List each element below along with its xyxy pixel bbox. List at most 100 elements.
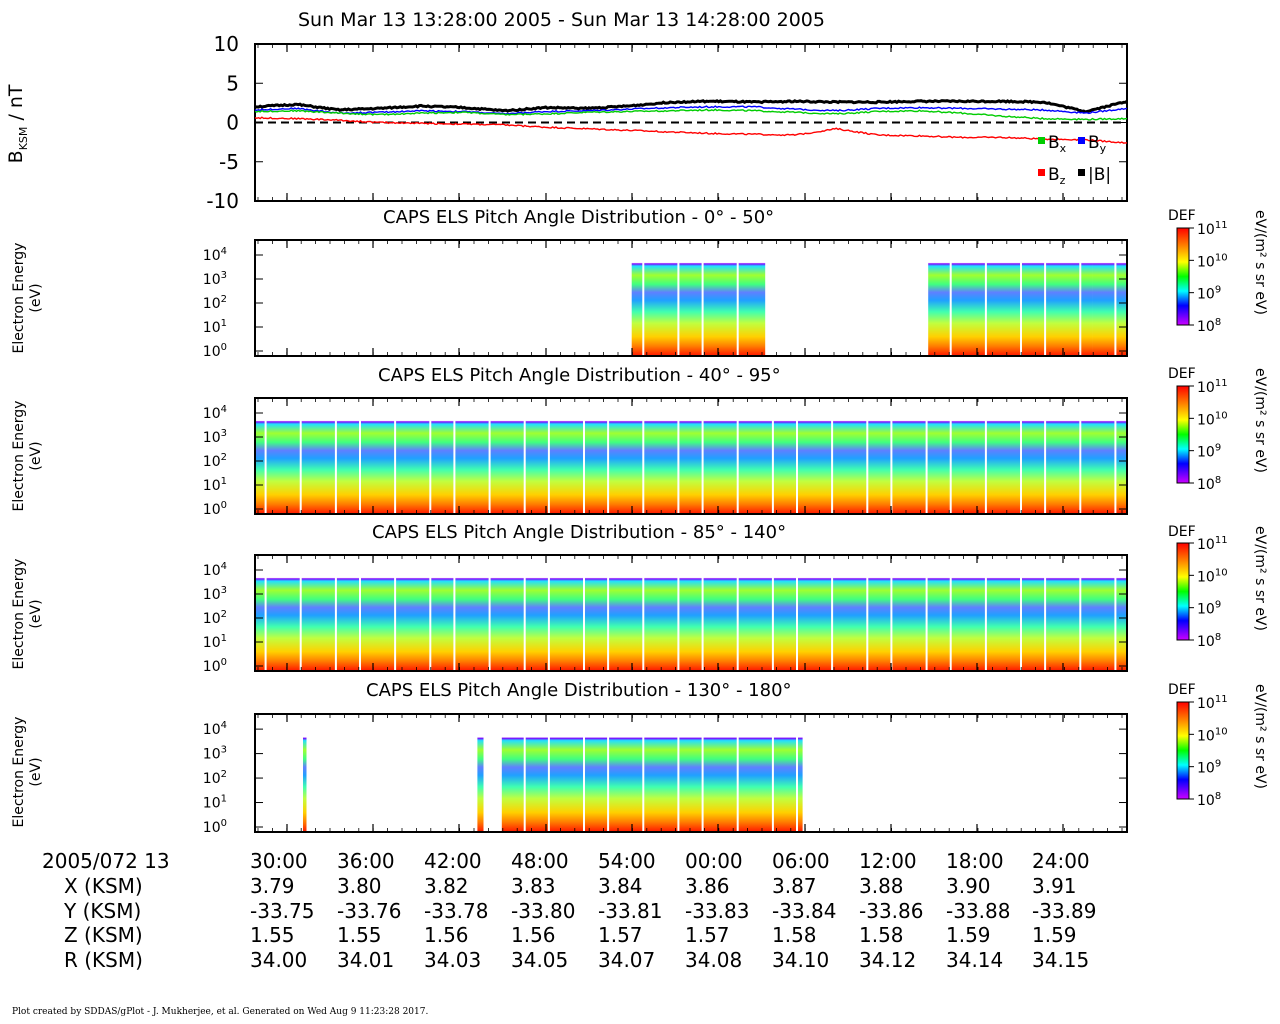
bfield-ytick-label: 10 [214,32,239,56]
legend-swatch-by [1078,137,1085,144]
bfield-series-magbmag [254,99,1128,114]
orbit-value: 3.83 [511,874,556,898]
spectrogram-frame-2 [254,397,1128,515]
energy-ytick-label: 102 [203,294,227,312]
orbit-time-label: 54:00 [598,849,656,873]
colorbar-tick-label: 1010 [1197,567,1228,585]
orbit-time-label: 12:00 [859,849,917,873]
orbit-time-label: 00:00 [685,849,743,873]
spectrogram-data-block [751,241,766,355]
colorbar-tick-label: 108 [1197,317,1221,335]
energy-ytick-label: 102 [203,452,227,470]
energy-ytick-label: 101 [203,476,227,494]
panel-title-130-180: CAPS ELS Pitch Angle Distribution - 130°… [366,680,792,701]
orbit-value: 1.56 [424,923,469,947]
energy-ytick-label: 103 [203,585,227,603]
colorbar-unit-4: eV/(m² s sr eV) [1252,684,1268,789]
energy-ytick-label: 104 [203,404,227,422]
orbit-value: 1.57 [685,923,730,947]
colorbar-unit-1: eV/(m² s sr eV) [1252,210,1268,315]
energy-ytick-label: 103 [203,745,227,763]
orbit-date-label: 2005/072 13 [42,849,170,873]
orbit-value: 34.15 [1032,947,1090,972]
orbit-time-label: 48:00 [511,849,569,873]
orbit-time-label: 30:00 [250,849,308,873]
orbit-value: -33.84 [772,898,837,923]
energy-ytick-label: 102 [203,609,227,627]
energy-ytick-label: 103 [203,428,227,446]
colorbar-tick-label: 1011 [1197,694,1228,712]
orbit-row-label: Y (KSM) [64,898,142,923]
orbit-row-label: Z (KSM) [64,923,143,947]
colorbar-tick-label: 1010 [1197,252,1228,270]
legend-label-magbmag: |B| [1088,165,1111,185]
orbit-value: 3.80 [337,874,382,898]
orbit-value: 34.10 [772,947,830,972]
orbit-value: 3.84 [598,874,643,898]
orbit-value: 34.03 [424,947,482,972]
orbit-value: 1.56 [511,923,556,947]
energy-ytick-label: 101 [203,318,227,336]
orbit-value: -33.88 [946,898,1011,923]
colorbar-tick-label: 1011 [1197,535,1228,553]
plot-canvas: 10 5 0 -5 -10 Bx By Bz |B| 104 103 102 101 100 1011 101… [203,32,1228,836]
bfield-ytick-label: -10 [206,189,239,213]
plot-title: Sun Mar 13 13:28:00 2005 - Sun Mar 13 14… [298,9,825,31]
panel-title-40-95: CAPS ELS Pitch Angle Distribution - 40° … [378,365,781,386]
colorbar-tick-label: 109 [1197,759,1221,777]
orbit-value: -33.89 [1032,898,1097,923]
energy-ytick-label: 100 [203,818,227,836]
colorbar-title-3: DEF [1168,524,1196,540]
colorbar-tick-label: 109 [1197,285,1221,303]
orbit-value: 34.05 [511,947,569,972]
orbit-value: 1.57 [598,923,643,947]
orbit-value: 34.08 [685,947,743,972]
orbit-value: 1.59 [946,923,991,947]
colorbar-title-4: DEF [1168,682,1196,698]
bfield-ytick-label: 5 [226,71,239,95]
colorbar-tick-label: 1011 [1197,378,1228,396]
orbit-value: -33.78 [424,898,489,923]
colorbar-tick-label: 1010 [1197,410,1228,428]
spectrogram-data-block [303,715,307,831]
orbit-value: 3.88 [859,874,904,898]
legend-swatch-bx [1038,137,1045,144]
orbit-value: 3.82 [424,874,469,898]
orbit-value: 1.59 [1032,923,1077,947]
orbit-value: 3.87 [772,874,817,898]
colorbar-tick-label: 108 [1197,791,1221,809]
spectrogram-data-block [255,399,1127,513]
colorbar-tick-label: 1010 [1197,726,1228,744]
orbit-value: 3.86 [685,874,730,898]
orbit-value: 1.55 [250,923,295,947]
panel-title-0-50: CAPS ELS Pitch Angle Distribution - 0° -… [383,207,775,228]
spectrogram-frame-3 [254,554,1128,672]
colorbar-3 [1176,542,1190,641]
energy-ytick-label: 104 [203,561,227,579]
orbit-value: -33.81 [598,898,663,923]
orbit-value: 3.79 [250,874,295,898]
colorbar-unit-2: eV/(m² s sr eV) [1252,368,1268,473]
spectrogram-data-block [255,556,1127,670]
energy-ytick-label: 103 [203,270,227,288]
orbit-value: 34.12 [859,947,917,972]
energy-ytick-label: 102 [203,769,227,787]
orbit-value: 34.07 [598,947,656,972]
orbit-value: 3.90 [946,874,991,898]
spectrogram-data-block [928,241,1093,355]
colorbar-2 [1176,385,1190,484]
energy-ytick-label: 100 [203,500,227,518]
orbit-time-label: 42:00 [424,849,482,873]
panel-title-85-140: CAPS ELS Pitch Angle Distribution - 85° … [372,522,787,543]
energy-ytick-label: 101 [203,633,227,651]
colorbar-tick-label: 1011 [1197,220,1228,238]
colorbar-title-1: DEF [1168,208,1196,224]
orbit-value: 3.91 [1032,874,1077,898]
orbit-time-label: 36:00 [337,849,395,873]
legend-label-bz: Bz [1048,165,1066,187]
colorbar-1 [1176,227,1190,326]
orbit-row-label: R (KSM) [64,947,143,972]
bfield-ytick-label: 0 [226,111,239,135]
colorbar-title-2: DEF [1168,366,1196,382]
colorbar-tick-label: 108 [1197,475,1221,493]
